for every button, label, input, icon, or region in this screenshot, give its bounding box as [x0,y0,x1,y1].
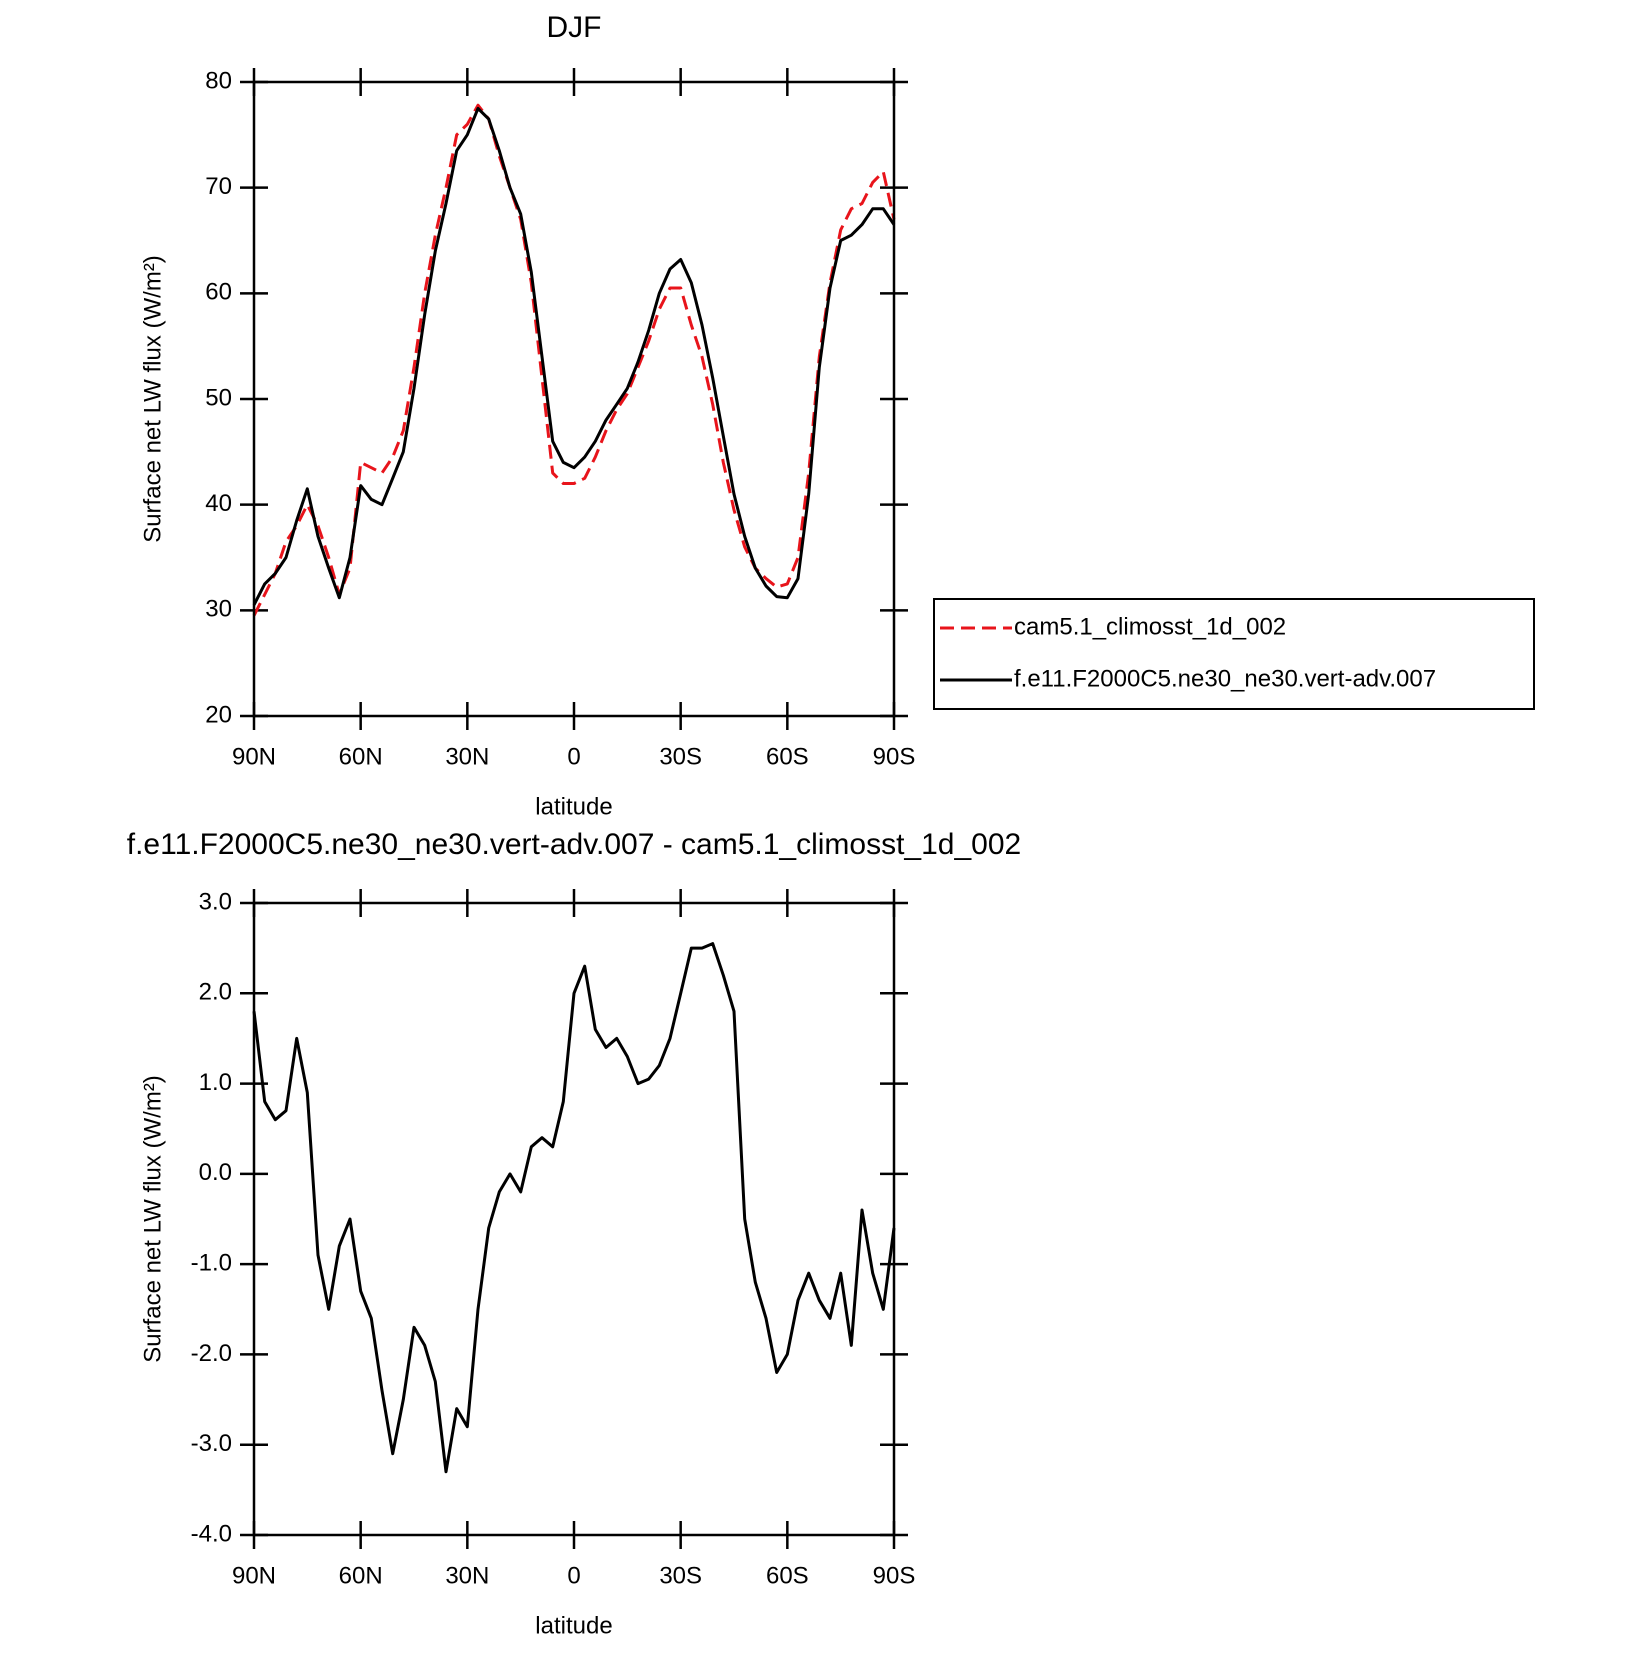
y-tick-label: 0.0 [199,1159,232,1186]
y-tick-label: -4.0 [191,1520,232,1547]
y-tick-label: 20 [205,701,232,728]
x-tick-label: 30S [659,1562,702,1589]
y-axis-label: Surface net LW flux (W/m²) [139,255,166,543]
y-tick-label: 60 [205,279,232,306]
x-tick-label: 60N [339,743,383,770]
x-tick-label: 0 [567,743,580,770]
y-tick-label: 2.0 [199,979,232,1006]
y-tick-label: 70 [205,173,232,200]
legend-label: cam5.1_climosst_1d_002 [1014,613,1286,640]
data-line [252,103,896,617]
data-line [252,106,896,606]
x-axis-label: latitude [535,1612,612,1639]
legend: cam5.1_climosst_1d_002 f.e11.F2000C5.ne30… [933,598,1535,710]
x-tick-label: 90N [232,743,276,770]
y-tick-label: -3.0 [191,1430,232,1457]
x-tick-label: 30N [445,743,489,770]
chart-title: DJF [547,11,602,44]
legend-label: f.e11.F2000C5.ne30_ne30.vert-adv.007 [1014,665,1436,692]
y-tick-label: 30 [205,596,232,623]
data-line [252,942,896,1474]
x-tick-label: 90S [873,1562,916,1589]
y-tick-label: 3.0 [199,888,232,915]
y-axis-label: Surface net LW flux (W/m²) [139,1075,166,1363]
x-tick-label: 90S [873,743,916,770]
x-tick-label: 60N [339,1562,383,1589]
x-tick-label: 0 [567,1562,580,1589]
y-tick-label: 80 [205,67,232,94]
y-tick-label: -1.0 [191,1249,232,1276]
chart-title: f.e11.F2000C5.ne30_ne30.vert-adv.007 - c… [127,828,1021,861]
y-tick-label: -2.0 [191,1340,232,1367]
plot-frame [252,80,896,718]
y-tick-label: 40 [205,490,232,517]
x-tick-label: 60S [766,1562,809,1589]
x-tick-label: 30N [445,1562,489,1589]
x-tick-label: 30S [659,743,702,770]
x-tick-label: 90N [232,1562,276,1589]
x-axis-label: latitude [535,793,612,820]
x-tick-label: 60S [766,743,809,770]
plot-frame [252,901,896,1537]
y-tick-label: 1.0 [199,1069,232,1096]
y-tick-label: 50 [205,384,232,411]
legend-box [933,598,1535,710]
